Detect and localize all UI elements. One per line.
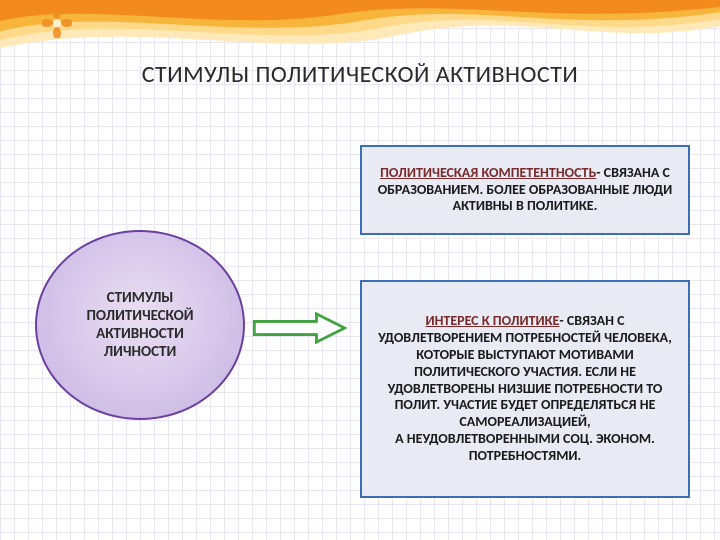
stimuli-ellipse: СТИМУЛЫ ПОЛИТИЧЕСКОЙ АКТИВНОСТИ ЛИЧНОСТИ [35,230,245,420]
ellipse-line-4: ЛИЧНОСТИ [86,343,193,361]
interest-box: ИНТЕРЕС К ПОЛИТИКЕ- СВЯЗАН С УДОВЛЕТВОРЕ… [360,280,690,498]
flower-logo [42,8,72,38]
interest-text: ИНТЕРЕС К ПОЛИТИКЕ- СВЯЗАН С УДОВЛЕТВОРЕ… [372,313,678,464]
page-title: СТИМУЛЫ ПОЛИТИЧЕСКОЙ АКТИВНОСТИ [0,60,720,89]
ellipse-label: СТИМУЛЫ ПОЛИТИЧЕСКОЙ АКТИВНОСТИ ЛИЧНОСТИ [86,289,193,361]
ellipse-line-1: СТИМУЛЫ [86,289,193,307]
competence-box: ПОЛИТИЧЕСКАЯ КОМПЕТЕНТНОСТЬ- СВЯЗАНА С О… [360,145,690,235]
arrow-icon [252,312,347,344]
competence-text: ПОЛИТИЧЕСКАЯ КОМПЕТЕНТНОСТЬ- СВЯЗАНА С О… [372,165,678,215]
ellipse-line-2: ПОЛИТИЧЕСКОЙ [86,307,193,325]
ellipse-line-3: АКТИВНОСТИ [86,325,193,343]
